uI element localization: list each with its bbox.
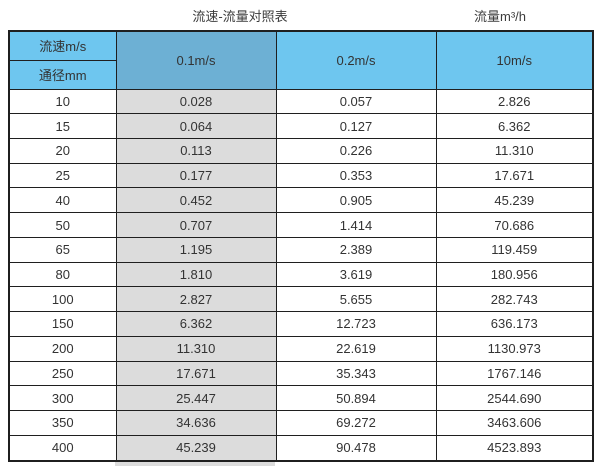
value-cell: 50.894 (275, 385, 437, 412)
diameter-cell: 350 (8, 410, 117, 436)
value-cell: 2.389 (275, 236, 437, 263)
diameter-cell: 15 (8, 113, 117, 139)
value-cell: 180.956 (435, 261, 594, 288)
value-cell: 0.226 (275, 137, 437, 164)
value-cell: 70.686 (435, 212, 594, 238)
value-cell: 17.671 (115, 360, 277, 387)
table-row: 350 34.636 69.272 3463.606 (8, 410, 594, 436)
diameter-cell: 50 (8, 212, 117, 238)
value-cell: 45.239 (435, 187, 594, 214)
value-cell: 3463.606 (435, 410, 594, 436)
value-cell: 0.707 (115, 212, 277, 238)
diameter-cell: 400 (8, 434, 117, 462)
value-cell: 0.452 (115, 187, 277, 214)
flow-rate-table: 流速m/s 0.1m/s 0.2m/s 10m/s 通径mm 10 0.028 … (8, 30, 594, 462)
diameter-cell: 80 (8, 261, 117, 288)
value-cell: 34.636 (115, 410, 277, 436)
diameter-cell: 25 (8, 162, 117, 189)
table-row: 400 45.239 90.478 4523.893 (8, 434, 594, 462)
value-cell: 4523.893 (435, 434, 594, 462)
diameter-cell: 20 (8, 137, 117, 164)
value-cell: 1130.973 (435, 335, 594, 362)
value-cell: 0.028 (115, 88, 277, 115)
column-header-0-2ms: 0.2m/s (275, 30, 437, 90)
value-cell: 1767.146 (435, 360, 594, 387)
value-cell: 11.310 (115, 335, 277, 362)
shaded-column-overflow (115, 462, 275, 466)
table-row: 150 6.362 12.723 636.173 (8, 311, 594, 337)
table-row: 80 1.810 3.619 180.956 (8, 261, 594, 288)
column-header-10ms: 10m/s (435, 30, 594, 90)
value-cell: 2.827 (115, 286, 277, 313)
column-header-0-1ms: 0.1m/s (115, 30, 277, 90)
value-cell: 1.195 (115, 236, 277, 263)
diameter-cell: 300 (8, 385, 117, 412)
table-row: 40 0.452 0.905 45.239 (8, 187, 594, 214)
value-cell: 45.239 (115, 434, 277, 462)
value-cell: 0.127 (275, 113, 437, 139)
page-title: 流速-流量对照表 (192, 9, 288, 24)
table-row: 200 11.310 22.619 1130.973 (8, 335, 594, 362)
value-cell: 1.810 (115, 261, 277, 288)
table-row: 15 0.064 0.127 6.362 (8, 113, 594, 139)
value-cell: 2544.690 (435, 385, 594, 412)
value-cell: 1.414 (275, 212, 437, 238)
value-cell: 6.362 (435, 113, 594, 139)
diameter-cell: 150 (8, 311, 117, 337)
value-cell: 5.655 (275, 286, 437, 313)
value-cell: 0.064 (115, 113, 277, 139)
value-cell: 0.057 (275, 88, 437, 115)
value-cell: 12.723 (275, 311, 437, 337)
value-cell: 0.353 (275, 162, 437, 189)
value-cell: 282.743 (435, 286, 594, 313)
diameter-cell: 40 (8, 187, 117, 214)
table-row: 10 0.028 0.057 2.826 (8, 88, 594, 115)
value-cell: 11.310 (435, 137, 594, 164)
corner-velocity-label: 流速m/s (8, 30, 117, 61)
diameter-cell: 100 (8, 286, 117, 313)
value-cell: 119.459 (435, 236, 594, 263)
value-cell: 22.619 (275, 335, 437, 362)
value-cell: 0.905 (275, 187, 437, 214)
table-row: 100 2.827 5.655 282.743 (8, 286, 594, 313)
value-cell: 6.362 (115, 311, 277, 337)
table-row: 65 1.195 2.389 119.459 (8, 236, 594, 263)
value-cell: 35.343 (275, 360, 437, 387)
value-cell: 636.173 (435, 311, 594, 337)
table-row: 25 0.177 0.353 17.671 (8, 162, 594, 189)
value-cell: 0.113 (115, 137, 277, 164)
diameter-cell: 65 (8, 236, 117, 263)
table-row: 300 25.447 50.894 2544.690 (8, 385, 594, 412)
header-row-top: 流速m/s 0.1m/s 0.2m/s 10m/s (8, 30, 594, 90)
diameter-cell: 10 (8, 88, 117, 115)
flow-unit-label: 流量m³/h (473, 9, 526, 24)
value-cell: 2.826 (435, 88, 594, 115)
table-row: 20 0.113 0.226 11.310 (8, 137, 594, 164)
value-cell: 90.478 (275, 434, 437, 462)
value-cell: 3.619 (275, 261, 437, 288)
header-row-bottom: 通径mm (8, 59, 593, 90)
table-row: 50 0.707 1.414 70.686 (8, 212, 594, 238)
value-cell: 17.671 (435, 162, 594, 189)
value-cell: 25.447 (115, 385, 277, 412)
diameter-cell: 200 (8, 335, 117, 362)
value-cell: 69.272 (275, 410, 437, 436)
table-row: 250 17.671 35.343 1767.146 (8, 360, 594, 387)
value-cell: 0.177 (115, 162, 277, 189)
diameter-cell: 250 (8, 360, 117, 387)
corner-diameter-label: 通径mm (8, 59, 117, 90)
